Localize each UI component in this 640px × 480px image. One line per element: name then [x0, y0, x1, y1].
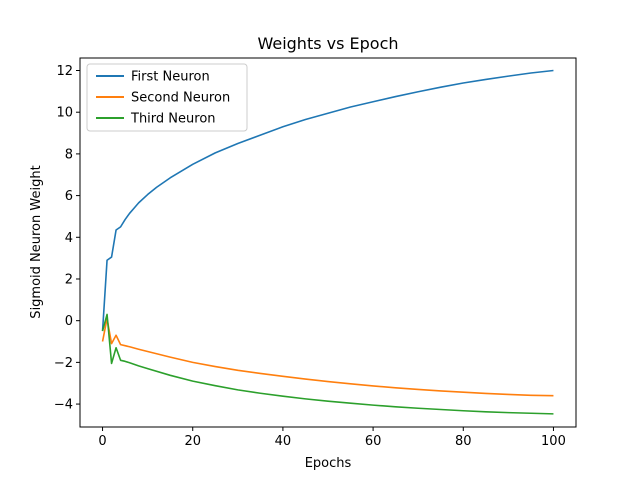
x-tick-label: 100	[541, 434, 566, 449]
series-line-second-neuron	[101, 317, 554, 397]
y-axis-ticks: −4 −2 0 2 4 6 8 10 12	[54, 64, 80, 413]
legend-box	[86, 63, 248, 132]
series-line-first-neuron	[101, 69, 554, 332]
y-tick-label: −4	[54, 398, 73, 413]
x-axis-label: Epochs	[305, 456, 352, 471]
x-tick-label: 80	[455, 434, 472, 449]
chart-title: Weights vs Epoch	[257, 34, 398, 53]
y-tick-label: 12	[56, 64, 73, 79]
series-layer	[101, 69, 554, 415]
x-tick-label: 40	[275, 434, 292, 449]
legend-label-third-neuron: Third Neuron	[130, 112, 216, 127]
y-tick-label: 10	[56, 106, 73, 121]
legend-label-first-neuron: First Neuron	[131, 70, 210, 85]
y-tick-label: 6	[65, 189, 73, 204]
y-tick-label: 0	[65, 314, 73, 329]
plot-frame	[79, 57, 577, 428]
y-axis-label: Sigmoid Neuron Weight	[29, 165, 44, 318]
x-axis-ticks: 0 20 40 60 80 100	[98, 427, 566, 449]
x-tick-label: 20	[184, 434, 201, 449]
y-tick-label: 8	[65, 147, 73, 162]
legend: First Neuron Second Neuron Third Neuron	[86, 63, 248, 132]
legend-label-second-neuron: Second Neuron	[131, 91, 230, 106]
y-tick-label: 4	[65, 231, 73, 246]
series-line-third-neuron	[101, 313, 554, 415]
x-tick-label: 60	[365, 434, 382, 449]
y-tick-label: −2	[54, 356, 73, 371]
y-tick-label: 2	[65, 272, 73, 287]
x-tick-label: 0	[98, 434, 106, 449]
